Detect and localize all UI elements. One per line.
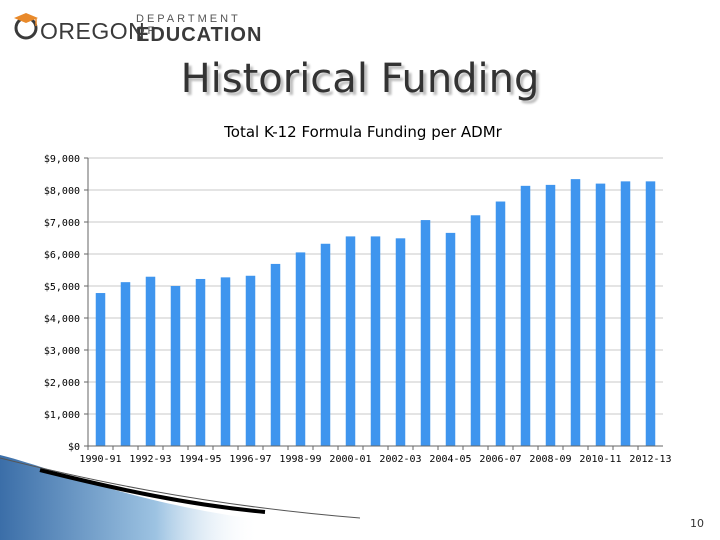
x-axis-ticks: 1990-91 1992-93 1994-95 1996-97 1998-99 2000-… <box>79 446 672 465</box>
x-tick-label: 1994-95 <box>179 454 221 465</box>
x-tick-label: 1998-99 <box>279 454 321 465</box>
y-tick-label: $2,000 <box>44 378 80 389</box>
bar-2000-01 <box>345 236 356 446</box>
x-tick-label: 1992-93 <box>129 454 171 465</box>
logo-department-text: DEPARTMENT OF <box>136 13 241 37</box>
bar-1993-94 <box>170 286 181 446</box>
page-number: 10 <box>690 517 704 530</box>
bar-2004-05 <box>445 232 456 446</box>
y-axis-ticks: $0 $1,000 $2,000 $3,000 $4,000 $5,000 $6,000 $7… <box>44 154 88 453</box>
bar-1999-00 <box>320 243 331 446</box>
y-tick-label: $6,000 <box>44 250 80 261</box>
y-tick-label: $7,000 <box>44 218 80 229</box>
bar-2011-12 <box>620 181 631 447</box>
logo-oregon-text: OREGON <box>40 18 146 44</box>
bar-2003-04 <box>420 220 431 446</box>
bar-2005-06 <box>470 215 481 446</box>
y-tick-label: $1,000 <box>44 410 80 421</box>
logo-education-text: EDUCATION <box>136 24 263 46</box>
y-tick-label: $4,000 <box>44 314 80 325</box>
bar-1995-96 <box>220 277 231 446</box>
bar-1996-97 <box>245 275 256 446</box>
y-tick-label: $8,000 <box>44 186 80 197</box>
graduation-cap-icon <box>14 13 38 40</box>
x-tick-label: 1996-97 <box>229 454 271 465</box>
y-tick-label: $5,000 <box>44 282 80 293</box>
bar-1991-92 <box>120 282 131 446</box>
bar-2009-10 <box>570 179 581 446</box>
slide-title: Historical Funding <box>180 56 540 102</box>
chart-bars <box>95 179 656 447</box>
bar-1997-98 <box>270 263 281 446</box>
x-tick-label: 2012-13 <box>629 454 671 465</box>
bar-1992-93 <box>145 276 156 446</box>
bar-2010-11 <box>595 183 606 446</box>
y-tick-label: $9,000 <box>44 154 80 165</box>
bar-1994-95 <box>195 278 206 446</box>
x-tick-label: 2010-11 <box>579 454 621 465</box>
x-tick-label: 1990-91 <box>79 454 121 465</box>
bar-2008-09 <box>545 184 556 446</box>
bar-2006-07 <box>495 201 506 446</box>
y-tick-label: $0 <box>68 442 80 453</box>
funding-bar-chart: Total K-12 Formula Funding per ADMr $0 $1… <box>44 123 672 465</box>
bar-1990-91 <box>95 293 106 446</box>
x-tick-label: 2008-09 <box>529 454 571 465</box>
x-tick-label: 2006-07 <box>479 454 521 465</box>
bar-2012-13 <box>645 181 656 447</box>
bar-2001-02 <box>370 236 381 446</box>
y-tick-label: $3,000 <box>44 346 80 357</box>
bar-2007-08 <box>520 185 531 446</box>
x-tick-label: 2004-05 <box>429 454 471 465</box>
oregon-education-logo: OREGON DEPARTMENT OF EDUCATION <box>12 8 261 46</box>
chart-title: Total K-12 Formula Funding per ADMr <box>223 123 502 141</box>
x-tick-label: 2000-01 <box>329 454 371 465</box>
bar-1998-99 <box>295 252 306 446</box>
x-tick-label: 2002-03 <box>379 454 421 465</box>
bar-2002-03 <box>395 238 406 446</box>
